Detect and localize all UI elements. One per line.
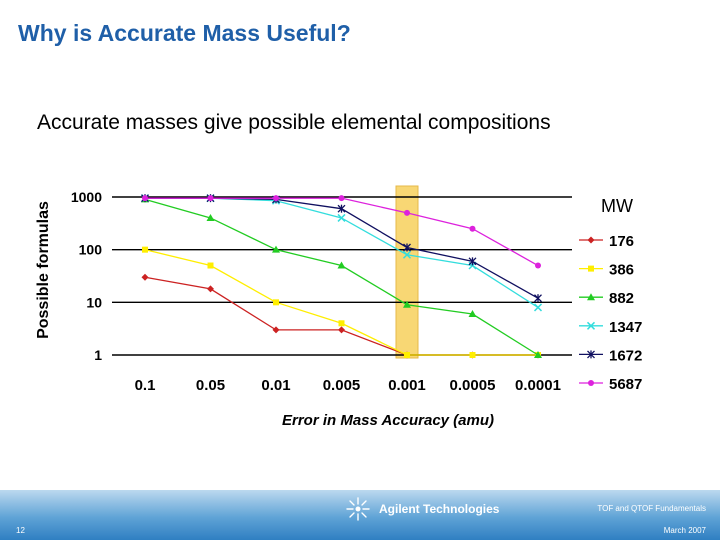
data-point bbox=[404, 352, 410, 358]
legend-item: 1672 bbox=[579, 347, 642, 364]
legend-item: 1347 bbox=[579, 319, 642, 336]
legend-label: 5687 bbox=[609, 376, 642, 393]
x-tick-label: 0.05 bbox=[196, 377, 225, 394]
data-point bbox=[207, 262, 214, 269]
y-axis-title: Possible formulas bbox=[35, 201, 52, 339]
legend-item: 176 bbox=[579, 233, 634, 250]
data-point bbox=[272, 245, 280, 253]
legend-label: 1347 bbox=[609, 319, 642, 336]
slide-title: Why is Accurate Mass Useful? bbox=[18, 20, 351, 46]
data-point bbox=[142, 195, 148, 202]
data-point bbox=[469, 352, 476, 358]
data-point bbox=[273, 299, 279, 306]
data-point bbox=[206, 213, 215, 221]
data-point bbox=[337, 261, 346, 269]
series-line bbox=[145, 197, 539, 308]
y-tick-label: 1 bbox=[94, 347, 102, 363]
series-line bbox=[144, 276, 538, 356]
data-point bbox=[273, 195, 279, 202]
legend-marker bbox=[586, 321, 596, 330]
x-tick-label: 0.0005 bbox=[450, 377, 496, 394]
series-176 bbox=[141, 273, 542, 359]
data-point bbox=[534, 294, 542, 303]
x-tick-label: 0.005 bbox=[323, 377, 361, 394]
data-point bbox=[404, 209, 410, 216]
marker-stroke bbox=[533, 303, 543, 312]
legend-marker bbox=[587, 293, 595, 301]
marker-stroke bbox=[337, 213, 346, 222]
data-point bbox=[338, 320, 345, 327]
data-point bbox=[337, 204, 346, 213]
data-point bbox=[338, 326, 345, 334]
slide-subtitle: Accurate masses give possible elemental … bbox=[37, 111, 551, 134]
legend-title: MW bbox=[601, 196, 633, 216]
legend-item: 386 bbox=[579, 262, 634, 279]
data-point bbox=[207, 285, 214, 293]
series-882 bbox=[141, 195, 542, 358]
line-chart: 1000 100 10 1 0.1 0.05 0.01 0.005 0.001 0.0005 0.0… bbox=[35, 185, 642, 429]
y-tick-label: 100 bbox=[79, 242, 103, 258]
legend-label: 176 bbox=[609, 233, 634, 250]
data-point bbox=[142, 246, 148, 253]
legend-label: 1672 bbox=[609, 347, 642, 364]
data-point bbox=[403, 243, 411, 252]
y-tick-label: 10 bbox=[86, 294, 102, 310]
data-point bbox=[337, 213, 346, 222]
footer-bar: Agilent Technologies TOF and QTOF Fundam… bbox=[0, 490, 720, 540]
spark-icon bbox=[346, 497, 370, 521]
x-axis-title: Error in Mass Accuracy (amu) bbox=[282, 412, 494, 429]
data-point bbox=[533, 303, 543, 312]
data-point bbox=[469, 225, 476, 232]
data-point bbox=[403, 300, 411, 308]
legend-label: 386 bbox=[609, 262, 634, 279]
data-point bbox=[207, 195, 214, 202]
data-point bbox=[534, 351, 542, 358]
x-tick-label: 0.01 bbox=[261, 377, 290, 394]
marker-stroke bbox=[586, 321, 596, 330]
company-logo: Agilent Technologies bbox=[345, 496, 499, 522]
data-point bbox=[468, 257, 477, 266]
x-tick-label: 0.001 bbox=[388, 377, 426, 394]
data-point bbox=[535, 262, 541, 269]
legend-marker bbox=[588, 265, 594, 272]
legend-label: 882 bbox=[609, 290, 634, 307]
legend-item: 5687 bbox=[579, 376, 642, 393]
legend-marker bbox=[587, 350, 595, 359]
series-5687 bbox=[142, 195, 541, 269]
logo-text: Agilent Technologies bbox=[379, 502, 500, 516]
series-1672 bbox=[141, 194, 542, 303]
x-tick-label: 0.0001 bbox=[515, 377, 561, 394]
data-point bbox=[402, 250, 412, 259]
footer-course-name: TOF and QTOF Fundamentals bbox=[597, 504, 706, 513]
y-tick-label: 1000 bbox=[71, 189, 102, 205]
series-line bbox=[145, 197, 539, 299]
marker-stroke bbox=[402, 250, 412, 259]
data-point bbox=[272, 326, 280, 334]
footer-date: March 2007 bbox=[663, 526, 706, 535]
legend-marker bbox=[587, 236, 595, 244]
x-tick-label: 0.1 bbox=[135, 377, 156, 394]
page-number: 12 bbox=[16, 526, 25, 535]
data-point bbox=[338, 195, 345, 202]
legend-marker bbox=[588, 380, 594, 386]
data-point bbox=[141, 273, 149, 281]
legend-item: 882 bbox=[579, 290, 634, 307]
data-point bbox=[468, 310, 477, 318]
